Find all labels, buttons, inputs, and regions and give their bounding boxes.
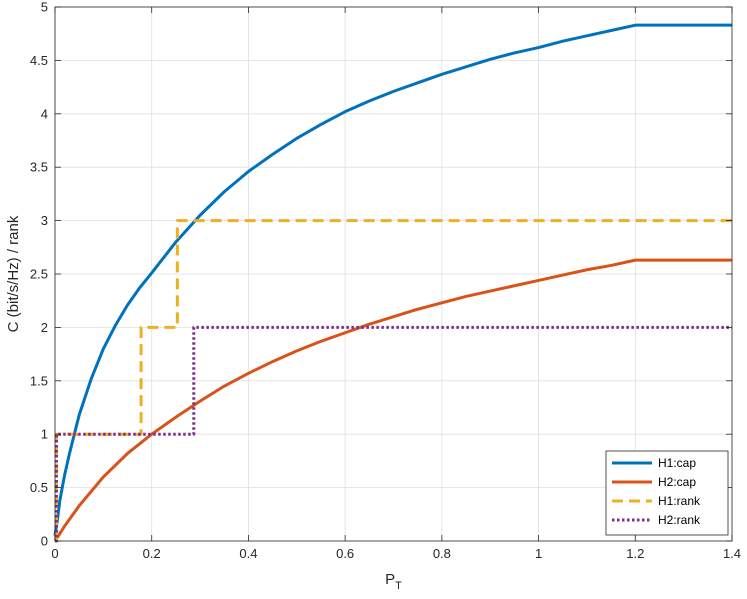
legend: H1:cap H2:cap H1:rank H2:rank: [605, 450, 729, 536]
y-tick-label: 5: [41, 0, 48, 15]
legend-label: H2:cap: [658, 475, 696, 489]
y-tick-label: 3.5: [30, 160, 48, 175]
y-tick-label: 1: [41, 427, 48, 442]
y-tick-label: 0.5: [30, 480, 48, 495]
series-line-h2-cap: [53, 258, 732, 542]
x-tick-label: 0.6: [336, 546, 354, 561]
legend-label: H1:rank: [658, 494, 701, 508]
y-tick-label: 3: [41, 213, 48, 228]
legend-box: [605, 450, 729, 536]
x-axis-label-main: P: [385, 571, 395, 588]
y-tick-label: 4.5: [30, 53, 48, 68]
y-tick-label: 2: [41, 320, 48, 335]
x-tick-label: 1.2: [626, 546, 644, 561]
x-axis-label-subscript: T: [395, 580, 402, 592]
x-tick-label: 0.2: [143, 546, 161, 561]
legend-label: H1:cap: [658, 456, 696, 470]
x-tick-label: 0.4: [239, 546, 257, 561]
series-line-h1-rank: [54, 219, 732, 543]
tick-labels: 0 0.2 0.4 0.6 0.8 1 1.2 1.4 0 0.5 1 1.5 2 2.5 3 3.5 4 4.5…: [30, 0, 741, 561]
y-tick-label: 2.5: [30, 267, 48, 282]
y-axis-label: C (bit/s/Hz) / rank: [5, 215, 22, 332]
x-axis-label: PT: [385, 571, 402, 592]
x-tick-label: 0: [51, 546, 58, 561]
x-tick-label: 1.4: [723, 546, 741, 561]
y-tick-label: 1.5: [30, 373, 48, 388]
series-line-h1-cap: [53, 23, 732, 536]
x-tick-label: 0.8: [433, 546, 451, 561]
y-tick-label: 4: [41, 106, 48, 121]
x-tick-label: 1: [535, 546, 542, 561]
y-tick-label: 0: [41, 534, 48, 549]
legend-label: H2:rank: [658, 513, 701, 527]
